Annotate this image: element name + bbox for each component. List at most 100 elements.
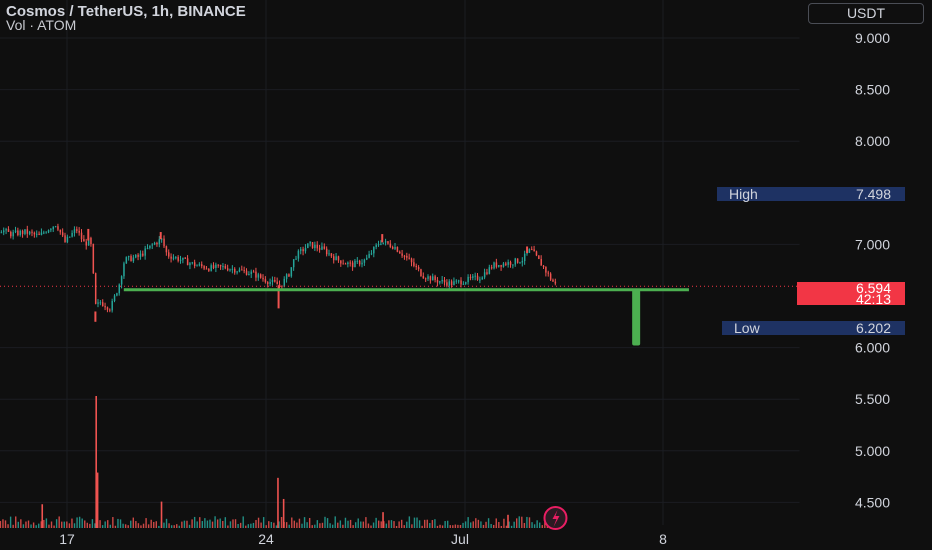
candle-body <box>139 253 142 257</box>
candle-body <box>399 251 401 254</box>
candle-body <box>212 265 215 269</box>
candle-body <box>238 269 241 272</box>
volume-bar <box>516 518 518 528</box>
volume-bar <box>191 519 193 528</box>
volume-bar <box>140 525 142 528</box>
volume-bar <box>183 520 186 528</box>
volume-bar <box>296 522 298 528</box>
x-tick-label: Jul <box>451 531 469 547</box>
candle-body <box>292 259 295 268</box>
candle-body <box>436 279 439 283</box>
volume-bar <box>219 518 221 528</box>
volume-bar <box>58 516 60 528</box>
candle-body <box>328 253 330 255</box>
candle-body <box>363 259 366 263</box>
volume-bar <box>68 523 71 528</box>
candle-body <box>375 244 377 248</box>
volume-bar <box>104 521 106 528</box>
candle-body <box>321 246 323 250</box>
target-bar[interactable] <box>632 289 641 346</box>
volume-bar <box>89 523 91 528</box>
candle-body <box>283 278 286 287</box>
candle-body <box>531 249 533 251</box>
candle-body <box>83 239 85 242</box>
volume-bar <box>464 521 467 528</box>
candle-body <box>64 235 66 243</box>
volume-bar <box>275 525 278 528</box>
volume-bar <box>337 522 339 528</box>
volume-bar <box>27 520 30 528</box>
volume-bar <box>495 518 497 528</box>
y-tick-label: 8.000 <box>855 133 890 149</box>
candle-body <box>535 251 538 256</box>
candle-body <box>264 279 267 283</box>
x-tick-label: 17 <box>59 531 75 547</box>
volume-indicator-label[interactable]: Vol · ATOM <box>6 17 77 33</box>
volume-bar <box>38 523 40 528</box>
volume-bar <box>7 524 9 528</box>
candle-body <box>533 249 535 252</box>
last-price-value: 6.594 <box>855 280 891 296</box>
candle-body <box>219 264 222 267</box>
candle-body <box>109 309 111 311</box>
volume-bar <box>303 517 306 528</box>
candle-body <box>401 253 403 256</box>
volume-bar <box>388 520 390 528</box>
candle-body <box>38 233 40 235</box>
volume-bar <box>9 516 12 528</box>
candle-body <box>76 229 78 231</box>
candle-body <box>61 232 64 236</box>
candle-body <box>177 257 179 261</box>
volume-bar <box>43 519 45 528</box>
volume-bar <box>55 519 58 528</box>
candle-body <box>382 242 385 244</box>
volume-bar <box>250 523 252 528</box>
volume-bar <box>314 524 316 528</box>
volume-bar <box>242 516 244 528</box>
candle-body <box>304 248 307 252</box>
candle-body <box>462 283 465 285</box>
candle-body <box>415 265 418 268</box>
candle-body <box>457 280 460 282</box>
y-tick-label: 4.500 <box>855 494 890 510</box>
candle-body <box>222 266 224 268</box>
volume-bar <box>63 521 65 528</box>
candle-body <box>217 264 220 266</box>
candle-body <box>236 271 238 273</box>
volume-bar <box>160 501 163 528</box>
volume-bar <box>273 522 275 528</box>
candle-body <box>505 263 507 265</box>
volume-bar <box>518 516 520 528</box>
candle-body <box>172 257 175 259</box>
volume-bar <box>308 517 311 528</box>
candle-body <box>476 275 479 280</box>
volume-bar <box>227 525 229 528</box>
candle-body <box>469 276 472 278</box>
candle-body <box>514 258 517 265</box>
volume-bar <box>216 519 219 528</box>
volume-bar <box>25 521 27 528</box>
volume-bar <box>101 525 104 528</box>
candle-body <box>340 260 342 264</box>
volume-bar <box>209 519 211 528</box>
candle-body <box>358 260 361 265</box>
volume-bar <box>370 525 372 528</box>
high-marker-value: 7.498 <box>855 186 891 202</box>
currency-button[interactable]: USDT <box>808 3 924 24</box>
volume-bar <box>421 525 423 528</box>
volume-bar <box>224 517 227 528</box>
candle-body <box>168 252 170 257</box>
volume-bar <box>301 523 303 528</box>
candle-body <box>391 246 394 249</box>
volume-bar <box>288 524 290 528</box>
candle-body <box>460 280 462 285</box>
volume-bar <box>214 516 216 528</box>
candle-body <box>483 272 486 278</box>
candle-body <box>241 269 243 271</box>
symbol-title: Cosmos / TetherUS, 1h, BINANCE <box>6 3 246 20</box>
volume-bar <box>255 520 257 528</box>
volume-bar <box>482 524 485 528</box>
volume-bar <box>498 522 500 528</box>
candle-body <box>118 284 121 294</box>
